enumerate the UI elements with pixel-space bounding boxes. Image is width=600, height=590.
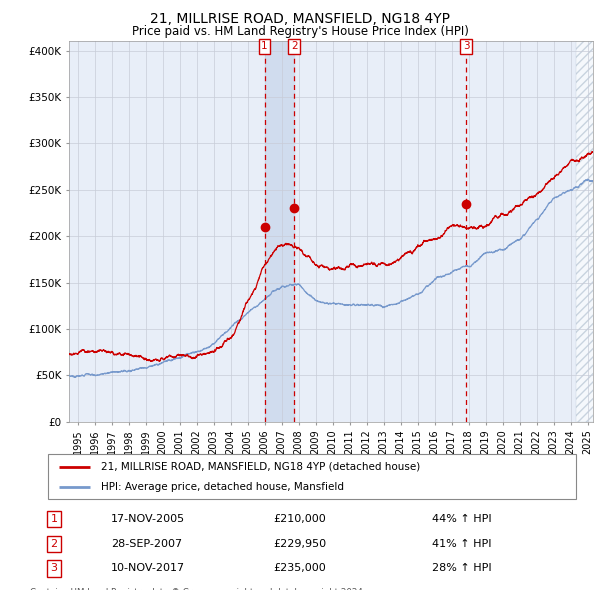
Text: Price paid vs. HM Land Registry's House Price Index (HPI): Price paid vs. HM Land Registry's House … bbox=[131, 25, 469, 38]
Text: 1: 1 bbox=[50, 514, 58, 524]
Text: 3: 3 bbox=[50, 563, 58, 573]
Text: 17-NOV-2005: 17-NOV-2005 bbox=[111, 514, 185, 524]
Text: £235,000: £235,000 bbox=[274, 563, 326, 573]
Text: £210,000: £210,000 bbox=[274, 514, 326, 524]
Text: 2: 2 bbox=[50, 539, 58, 549]
Text: 44% ↑ HPI: 44% ↑ HPI bbox=[432, 514, 491, 524]
Text: 21, MILLRISE ROAD, MANSFIELD, NG18 4YP: 21, MILLRISE ROAD, MANSFIELD, NG18 4YP bbox=[150, 12, 450, 26]
Text: 1: 1 bbox=[261, 41, 268, 51]
Text: £229,950: £229,950 bbox=[274, 539, 326, 549]
Text: 28% ↑ HPI: 28% ↑ HPI bbox=[432, 563, 491, 573]
Bar bbox=[265, 41, 295, 422]
Text: Contains HM Land Registry data © Crown copyright and database right 2024.: Contains HM Land Registry data © Crown c… bbox=[30, 588, 365, 590]
Text: 41% ↑ HPI: 41% ↑ HPI bbox=[432, 539, 491, 549]
Bar bbox=[576, 41, 600, 422]
Text: 2: 2 bbox=[291, 41, 298, 51]
Text: HPI: Average price, detached house, Mansfield: HPI: Average price, detached house, Mans… bbox=[101, 483, 344, 493]
Bar bbox=[576, 41, 600, 422]
Text: 28-SEP-2007: 28-SEP-2007 bbox=[111, 539, 182, 549]
Text: 3: 3 bbox=[463, 41, 470, 51]
FancyBboxPatch shape bbox=[48, 454, 576, 499]
Text: 21, MILLRISE ROAD, MANSFIELD, NG18 4YP (detached house): 21, MILLRISE ROAD, MANSFIELD, NG18 4YP (… bbox=[101, 462, 420, 471]
Text: 10-NOV-2017: 10-NOV-2017 bbox=[111, 563, 185, 573]
